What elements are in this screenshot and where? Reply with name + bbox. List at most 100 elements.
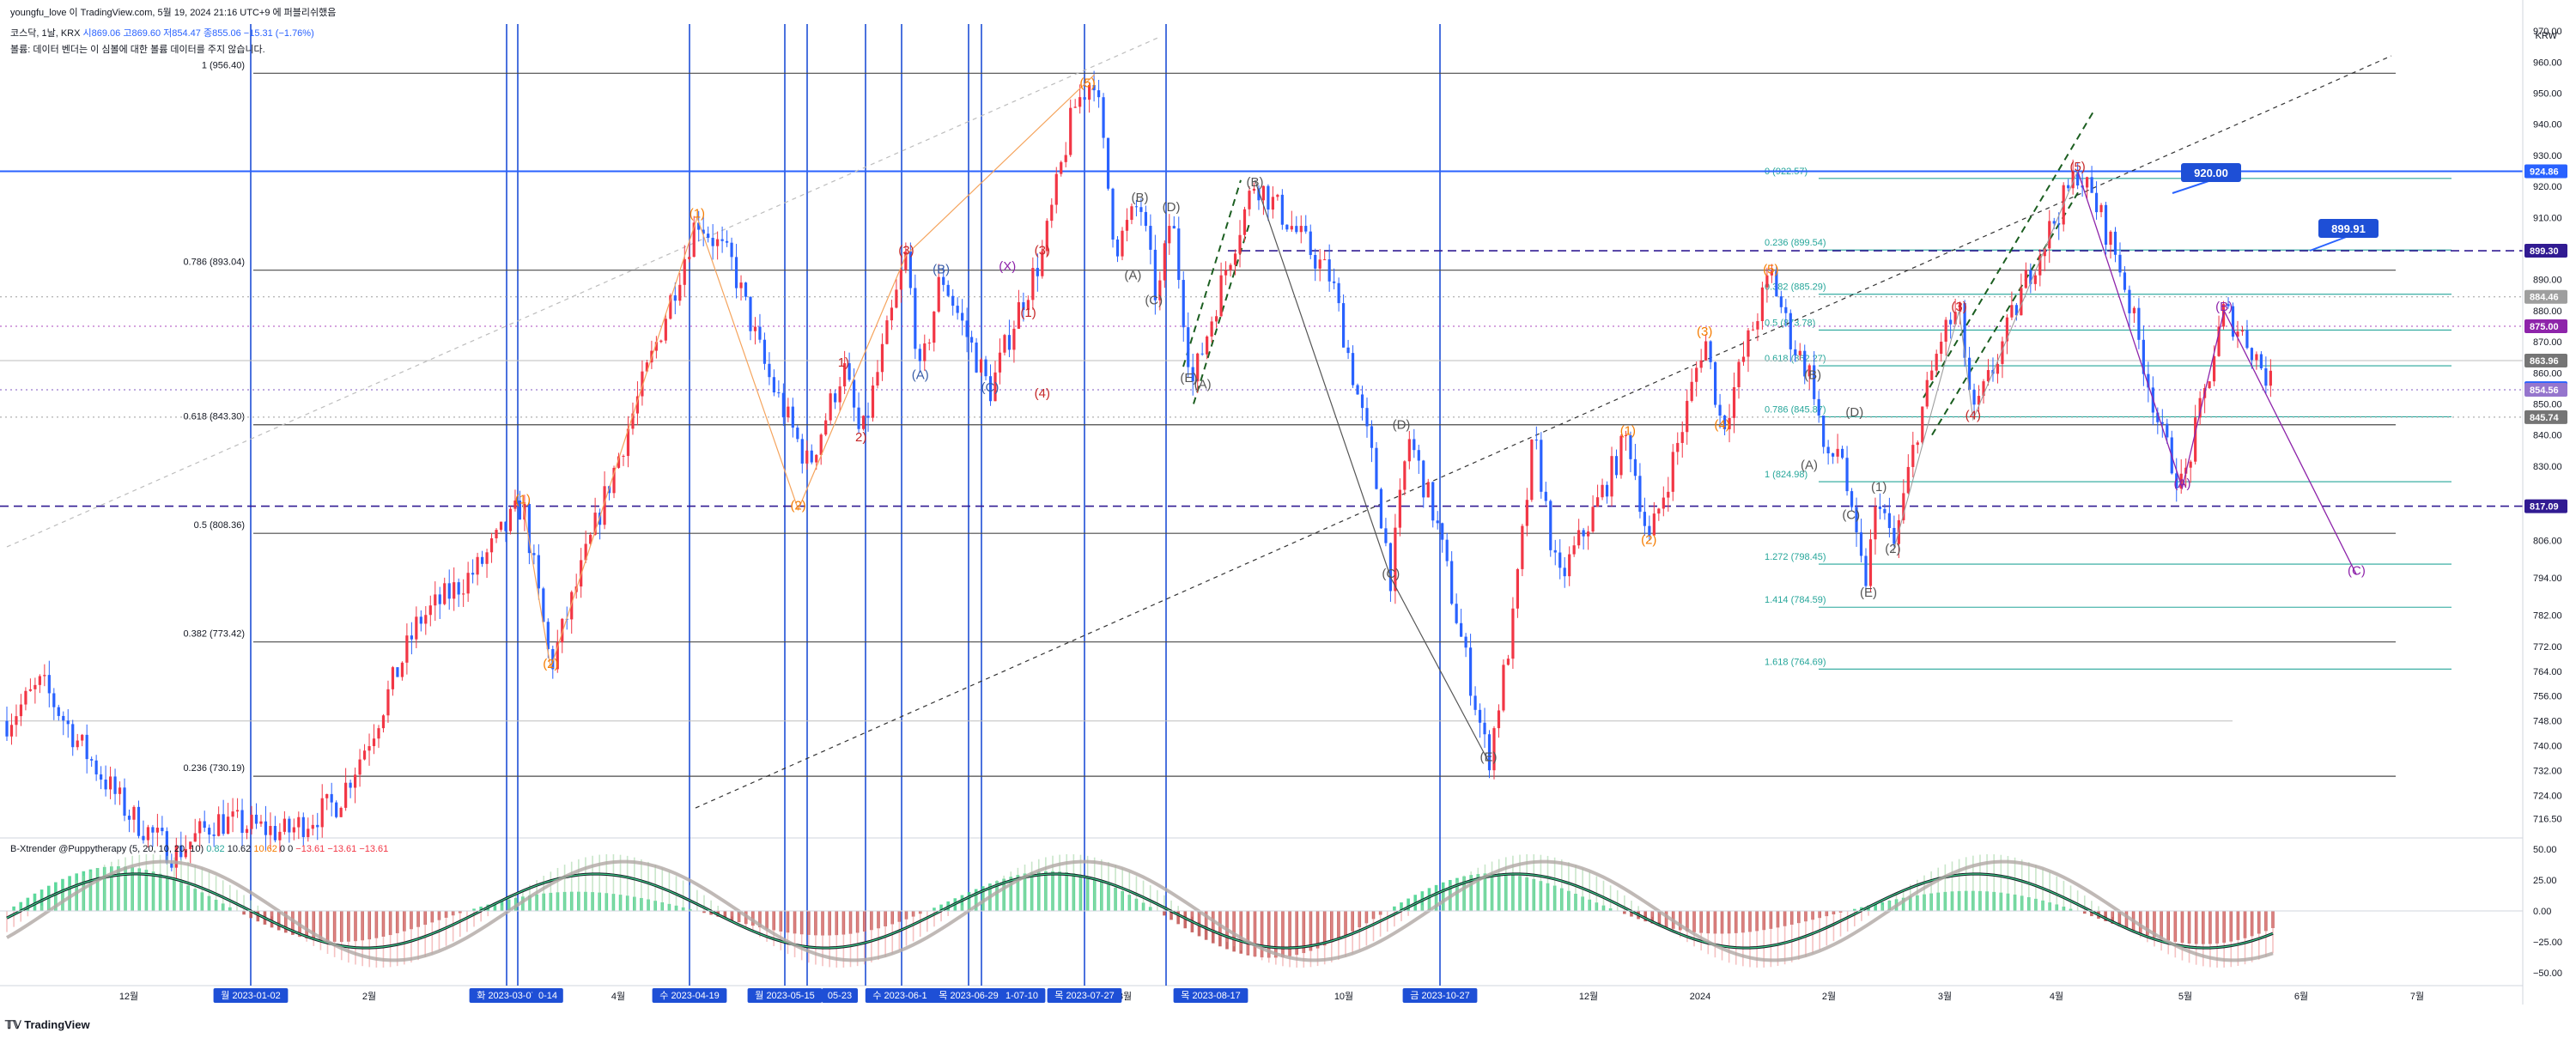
date-tag-label: 목 2023-07-27 (1054, 990, 1114, 1001)
wave-label: (3) (1035, 244, 1050, 258)
osc-bar-slow (2195, 911, 2197, 965)
symbol-name: 코스닥, 1날, KRX (10, 28, 81, 39)
osc-bar-slow (1763, 911, 1765, 968)
tradingview-logo-icon: 𝕋𝕍 (5, 1018, 25, 1031)
candle-body (179, 845, 183, 858)
candle-body (1356, 385, 1359, 395)
osc-bar-slow (1658, 911, 1661, 923)
candle-body (2014, 305, 2018, 316)
candle-body (1977, 396, 1981, 405)
candle-body (805, 450, 809, 464)
candle-body (1544, 491, 1547, 501)
wave-label: (B) (1132, 191, 1149, 205)
candle-body (1699, 360, 1703, 368)
osc-bar-slow (1881, 905, 1884, 911)
price-tag (2524, 499, 2567, 513)
candle-body (1633, 458, 1637, 477)
candle-body (1229, 264, 1232, 270)
candle-body (5, 720, 9, 737)
candle-body (1624, 434, 1628, 436)
candle-body (1751, 329, 1755, 331)
candle-body (316, 824, 319, 828)
osc-bar-slow (1560, 859, 1563, 911)
date-tag (652, 988, 727, 1003)
candle-body (76, 740, 79, 748)
candle-body (532, 553, 536, 555)
orange-wave-path (522, 74, 1096, 669)
osc-bar-slow (2202, 911, 2204, 967)
osc-bar-slow (1498, 859, 1500, 911)
osc-bar-slow (166, 855, 168, 911)
candle-body (1125, 220, 1129, 231)
candle-body (377, 728, 380, 739)
price-tag-label: 854.56 (2530, 385, 2559, 396)
candle-body (885, 320, 889, 344)
osc-bar-slow (348, 911, 349, 963)
fib-right-label: 1.272 (798.45) (1765, 552, 1826, 562)
candle-body (1346, 347, 1350, 354)
candle-body (975, 343, 978, 373)
osc-bar-slow (1770, 911, 1772, 968)
osc-bar-slow (849, 911, 852, 968)
candle-body (1638, 476, 1642, 513)
watermark-text: TradingView (24, 1018, 90, 1031)
candle-body (1139, 207, 1143, 212)
candle-body (2090, 177, 2093, 193)
candle-body (174, 845, 178, 868)
candle-body (2269, 370, 2272, 386)
candle-body (1360, 394, 1364, 409)
price-tick-label: 732.00 (2533, 767, 2562, 777)
candle-body (62, 715, 65, 721)
osc-bar (1853, 908, 1856, 911)
wave-label: (2) (1885, 542, 1900, 556)
candle-body (2198, 398, 2202, 418)
candle-body (556, 642, 559, 670)
osc-bar-slow (2237, 911, 2239, 967)
price-tag-label: 845.74 (2530, 413, 2560, 423)
candle-body (800, 439, 804, 464)
osc-bar-slow (459, 911, 461, 938)
candle-body (838, 386, 841, 403)
price-tick-label: 782.00 (2533, 611, 2562, 622)
osc-bar-slow (1749, 911, 1751, 968)
candle-body (1398, 489, 1401, 528)
candle-body (1276, 194, 1279, 197)
candle-body (1478, 709, 1482, 723)
candle-body (1549, 501, 1552, 550)
candle-body (617, 456, 621, 468)
osc-bar-slow (507, 900, 510, 911)
osc-bar-slow (2147, 911, 2148, 943)
candle-body (1031, 268, 1035, 300)
candle-body (970, 337, 974, 343)
price-tag-label: 863.96 (2530, 356, 2559, 367)
price-tick-label: 920.00 (2533, 182, 2562, 192)
candle-body (1601, 484, 1604, 498)
candle-body (730, 242, 733, 258)
candle-body (984, 359, 987, 377)
candle-body (635, 396, 640, 414)
indicator-value-3: 10.62 (253, 844, 277, 854)
osc-bar (2082, 911, 2087, 914)
fib-level-label: 0.5 (808.36) (194, 520, 245, 531)
osc-bar-slow (313, 911, 315, 946)
osc-bar-slow (912, 911, 914, 942)
osc-bar-slow (6, 911, 8, 932)
osc-bar-slow (1037, 859, 1040, 911)
date-tag-label: 목 2023-08-17 (1181, 990, 1240, 1001)
candle-body (2264, 368, 2268, 386)
osc-bar-slow (1972, 855, 1974, 911)
date-tag-label: 금 2023-10-27 (1410, 991, 1469, 1001)
candle-body (678, 284, 682, 301)
date-tag-label: 수 2023-04-19 (659, 990, 719, 1001)
candle-body (1318, 259, 1321, 269)
candle-body (1233, 253, 1237, 265)
candle-body (542, 588, 545, 622)
candle-body (744, 282, 748, 297)
candle-body (217, 814, 221, 836)
osc-tick-label: 25.00 (2533, 876, 2557, 886)
date-tag-label: 월 2023-01-02 (221, 990, 280, 1001)
candle-body (768, 363, 771, 378)
candle-body (1671, 452, 1674, 492)
candle-body (956, 306, 959, 313)
